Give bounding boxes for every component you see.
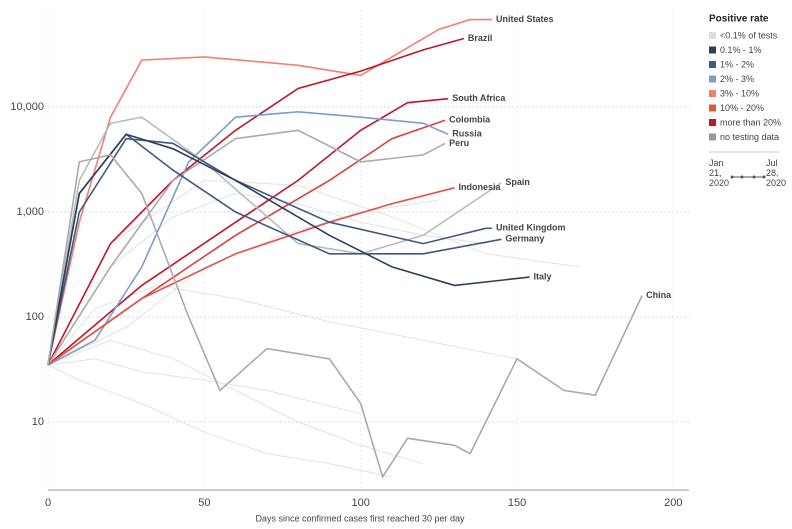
series-line [47, 187, 455, 366]
y-tick-label: 100 [26, 311, 44, 323]
legend-label: no testing data [720, 132, 779, 142]
legend-label: 0.1% - 1% [720, 45, 762, 55]
background-line [47, 358, 361, 415]
y-tick-label: 1,000 [16, 206, 44, 218]
series-label: Brazil [468, 33, 493, 43]
series-label: China [646, 290, 672, 300]
series-label: Russia [452, 129, 483, 139]
series-line [47, 133, 530, 366]
x-tick-label: 0 [45, 497, 51, 509]
legend-label: 3% - 10% [720, 88, 759, 98]
legend-label: more than 20% [720, 117, 781, 127]
series-line [47, 97, 449, 366]
series-line [47, 154, 643, 479]
x-tick-label: 150 [508, 497, 526, 509]
series-label: Peru [449, 138, 469, 148]
y-tick-label: 10,000 [10, 101, 44, 113]
legend-swatch [709, 119, 716, 126]
series-label: Colombia [449, 115, 491, 125]
legend-swatch [709, 133, 716, 141]
date-dot [752, 175, 756, 179]
x-tick-label: 100 [352, 497, 370, 509]
x-tick-label: 200 [664, 497, 682, 509]
date-start: Jan 21, 2020 [709, 158, 730, 188]
legend-swatch [709, 75, 716, 83]
background-line [47, 284, 518, 366]
series-label: Germany [505, 234, 544, 244]
x-axis-label: Days since confirmed cases first reached… [255, 513, 465, 523]
series-label: United States [496, 14, 554, 24]
legend-swatch [709, 90, 716, 97]
background-line [47, 339, 424, 465]
background-line [47, 199, 439, 366]
legend-swatch [709, 104, 716, 112]
series-line [47, 18, 492, 366]
legend-title: Positive rate [709, 14, 769, 25]
legend-swatch [709, 46, 716, 54]
date-end: Jul 28, 2020 [766, 158, 787, 188]
legend-swatch [709, 32, 716, 39]
series-line [47, 110, 449, 366]
series-label: Indonesia [458, 182, 501, 192]
date-dot [762, 175, 766, 179]
legend-label: 10% - 20% [720, 103, 764, 113]
x-tick-label: 50 [198, 497, 210, 509]
series-label: South Africa [452, 93, 506, 103]
series-label: Spain [505, 177, 530, 187]
date-dot [740, 175, 744, 179]
series-label: Italy [534, 271, 552, 281]
series-line [47, 129, 446, 366]
series-label: United Kingdom [496, 223, 566, 233]
background-line [47, 364, 393, 478]
legend-label: <0.1% of tests [720, 30, 778, 40]
date-dot [730, 175, 734, 179]
series-line [47, 37, 465, 366]
series-line [47, 133, 502, 366]
legend-label: 1% - 2% [720, 59, 754, 69]
legend-swatch [709, 61, 716, 68]
legend-label: 2% - 3% [720, 74, 754, 84]
series-line [47, 137, 492, 366]
y-tick-label: 10 [32, 416, 44, 428]
